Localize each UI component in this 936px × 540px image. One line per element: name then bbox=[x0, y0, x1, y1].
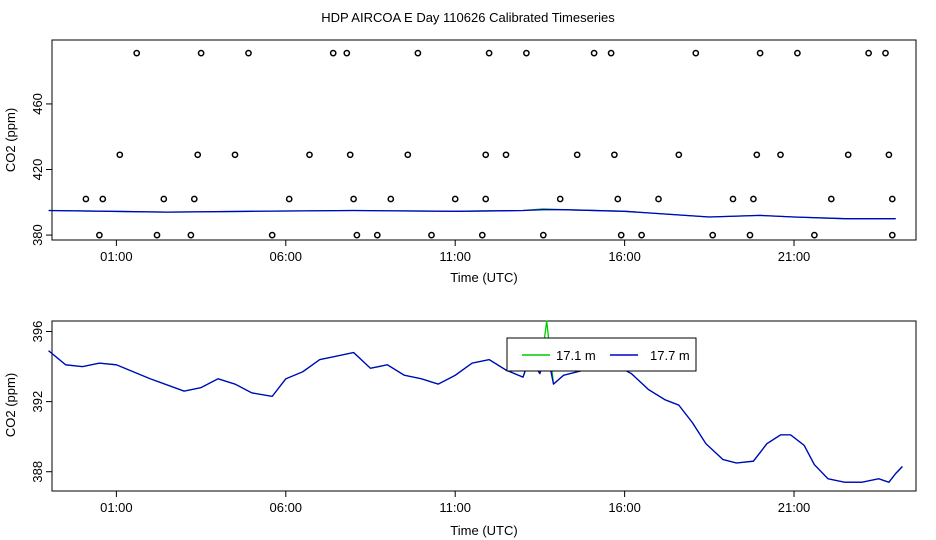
calibration-point bbox=[96, 231, 103, 239]
calibration-point bbox=[194, 151, 202, 159]
calibration-point bbox=[523, 49, 530, 57]
calibration-point bbox=[692, 49, 700, 57]
calibration-point bbox=[590, 49, 598, 57]
calibration-point bbox=[485, 49, 493, 57]
calibration-point bbox=[245, 49, 252, 57]
calibration-point bbox=[753, 151, 761, 159]
series-line-green-0 bbox=[48, 208, 896, 220]
calibration-point bbox=[99, 195, 107, 203]
plot-frame-top bbox=[51, 39, 917, 241]
x-axis-label-top: Time (UTC) bbox=[450, 270, 517, 285]
figure-title: HDP AIRCOA E Day 110626 Calibrated Times… bbox=[321, 10, 615, 25]
calibration-point bbox=[116, 151, 124, 159]
x-tick-label: 06:00 bbox=[270, 249, 303, 264]
legend-label-17-1m: 17.1 m bbox=[556, 348, 596, 363]
calibration-point bbox=[482, 195, 490, 203]
calibration-point bbox=[350, 195, 357, 203]
calibration-point bbox=[133, 49, 141, 57]
calibration-point bbox=[750, 195, 757, 203]
calibration-point bbox=[811, 231, 818, 239]
x-tick-label: 16:00 bbox=[608, 249, 641, 264]
calibration-point bbox=[709, 231, 717, 239]
x-tick-label: 01:00 bbox=[100, 500, 133, 515]
calibration-point bbox=[414, 49, 422, 57]
calibration-point bbox=[428, 231, 435, 239]
x-tick-label: 21:00 bbox=[778, 249, 811, 264]
calibration-point bbox=[268, 231, 276, 239]
x-tick-label: 06:00 bbox=[270, 500, 303, 515]
x-tick-label: 11:00 bbox=[439, 500, 471, 515]
legend: 17.1 m 17.7 m bbox=[506, 337, 697, 372]
calibration-point bbox=[404, 151, 412, 159]
calibration-point bbox=[482, 151, 490, 159]
calibration-point bbox=[729, 195, 737, 203]
calibration-point bbox=[611, 151, 618, 159]
calibration-point bbox=[231, 151, 239, 159]
calibration-point bbox=[387, 195, 395, 203]
calibration-point bbox=[885, 151, 893, 159]
calibration-point bbox=[343, 49, 351, 57]
calibration-point bbox=[844, 151, 852, 159]
calibration-point bbox=[638, 231, 645, 239]
calibration-point bbox=[573, 151, 581, 159]
calibration-point bbox=[675, 151, 683, 159]
calibration-point bbox=[346, 151, 354, 159]
y-tick-label: 396 bbox=[30, 321, 45, 343]
x-tick-label: 11:00 bbox=[439, 249, 471, 264]
y-tick-label: 388 bbox=[30, 461, 45, 483]
calibration-point bbox=[306, 151, 313, 159]
y-tick-label: 420 bbox=[30, 159, 45, 181]
calibration-point bbox=[888, 195, 896, 203]
x-tick-label: 01:00 bbox=[100, 249, 133, 264]
calibration-point bbox=[827, 195, 835, 203]
calibration-point bbox=[617, 231, 625, 239]
calibration-point bbox=[614, 195, 622, 203]
x-tick-label: 16:00 bbox=[608, 500, 641, 515]
calibration-point bbox=[794, 49, 801, 57]
plot-frame-bottom bbox=[51, 320, 917, 492]
x-axis-label-bottom: Time (UTC) bbox=[450, 523, 517, 538]
panel-bottom: Time (UTC) CO2 (ppm) 01:00 06:00 11:00 16:0… bbox=[3, 320, 917, 538]
series-line-blue-0 bbox=[48, 209, 896, 220]
calibration-point bbox=[556, 195, 564, 203]
y-tick-label: 380 bbox=[30, 224, 45, 246]
calibration-point bbox=[607, 49, 615, 57]
series-line-17-1-m bbox=[48, 320, 903, 483]
calibration-point bbox=[187, 231, 195, 239]
y-axis-label-bottom: CO2 (ppm) bbox=[3, 373, 18, 437]
calibration-point bbox=[539, 231, 547, 239]
calibration-point bbox=[746, 231, 754, 239]
calibration-point bbox=[373, 231, 381, 239]
calibration-point bbox=[153, 231, 161, 239]
panel-top: Time (UTC) CO2 (ppm) 01:00 06:00 11:00 16:0… bbox=[3, 39, 917, 285]
y-axis-label-top: CO2 (ppm) bbox=[3, 108, 18, 172]
calibration-point bbox=[655, 195, 662, 203]
calibration-point bbox=[451, 195, 459, 203]
calibration-point bbox=[82, 195, 90, 203]
y-tick-label: 460 bbox=[30, 93, 45, 115]
legend-label-17-7m: 17.7 m bbox=[650, 348, 690, 363]
calibration-point bbox=[329, 49, 337, 57]
calibration-point bbox=[197, 49, 205, 57]
calibration-point bbox=[756, 49, 764, 57]
calibration-point bbox=[285, 195, 293, 203]
calibration-point bbox=[865, 49, 872, 57]
y-tick-label: 392 bbox=[30, 391, 45, 413]
calibration-point bbox=[777, 151, 784, 159]
series-line-17-7-m bbox=[48, 350, 903, 483]
calibration-point bbox=[888, 231, 896, 239]
calibration-point bbox=[502, 151, 510, 159]
x-tick-label: 21:00 bbox=[778, 500, 811, 515]
calibration-point bbox=[190, 195, 198, 203]
calibration-point bbox=[353, 231, 361, 239]
calibration-point bbox=[882, 49, 889, 57]
calibration-point bbox=[160, 195, 168, 203]
calibration-point bbox=[478, 231, 486, 239]
